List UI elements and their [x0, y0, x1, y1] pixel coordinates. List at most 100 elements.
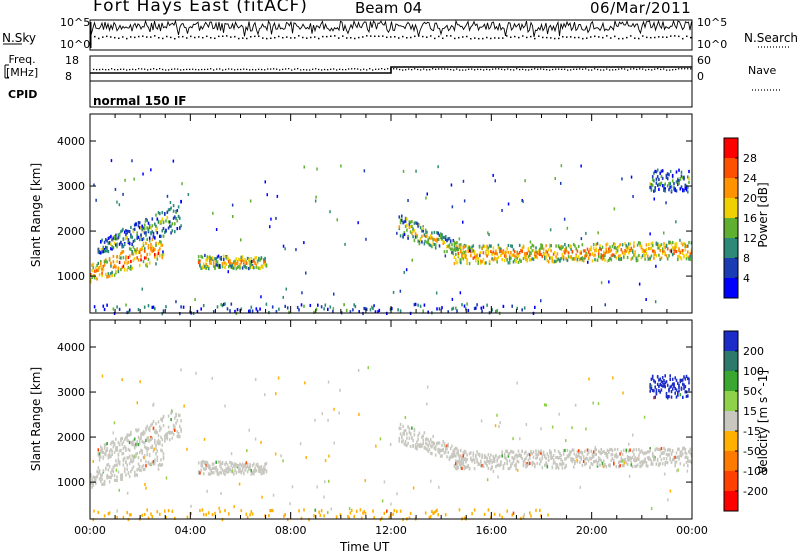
scatter-cell [675, 395, 678, 399]
cpid-panel [89, 80, 693, 108]
scatter-cell [635, 448, 638, 452]
scatter-cell [417, 222, 419, 226]
scatter-cell [145, 263, 147, 267]
scatter-cell [169, 438, 171, 442]
scatter-cell [106, 239, 108, 243]
scatter-cell [412, 229, 414, 233]
scatter-cell [682, 176, 684, 180]
nsearch-point [178, 36, 180, 38]
scatter-cell [517, 254, 520, 258]
scatter-cell [246, 462, 249, 466]
scatter-cell [601, 463, 604, 467]
scatter-cell [546, 465, 549, 469]
scatter-cell [540, 449, 542, 453]
scatter-cell [148, 236, 151, 240]
scatter-cell [597, 255, 600, 259]
scatter-cell [506, 449, 508, 453]
scatter-cell [120, 230, 122, 234]
nave-point [483, 69, 485, 71]
scatter-cell [416, 447, 418, 451]
scatter-cell [675, 170, 678, 174]
scatter-cell [103, 452, 106, 456]
outlier-cell [272, 493, 275, 497]
scatter-cell [241, 258, 244, 262]
nsearch-point [466, 35, 468, 38]
outlier-cell [492, 469, 495, 473]
scatter-cell [251, 260, 254, 264]
scatter-cell [680, 450, 683, 454]
scatter-cell [560, 245, 562, 249]
scatter-cell [532, 450, 535, 454]
scatter-cell [525, 456, 527, 460]
scatter-cell [165, 219, 167, 223]
nsearch-point [370, 35, 372, 37]
scatter-cell [201, 508, 204, 512]
scatter-cell [673, 182, 675, 186]
scatter-cell [147, 427, 150, 431]
scatter-cell [508, 261, 511, 265]
scatter-cell [458, 462, 461, 467]
station-title: Fort Hays East (fitACF) [93, 0, 308, 16]
scatter-cell [546, 463, 549, 467]
scatter-cell [238, 470, 240, 474]
scatter-cell [463, 250, 466, 255]
outlier-cell [415, 169, 417, 173]
scatter-cell [107, 462, 110, 467]
scatter-cell [107, 512, 110, 516]
nave-point [156, 68, 158, 71]
scatter-cell [132, 443, 135, 447]
scatter-cell [516, 459, 518, 463]
scatter-cell [671, 387, 674, 391]
scatter-cell [439, 235, 442, 240]
scatter-cell [155, 241, 157, 245]
scatter-cell [423, 446, 426, 450]
scatter-cell [236, 260, 239, 264]
scatter-cell [675, 378, 678, 382]
scatter-cell [269, 509, 271, 513]
scatter-cell [616, 247, 619, 251]
scatter-cell [240, 470, 243, 474]
scatter-cell [670, 395, 673, 399]
scatter-cell [123, 469, 126, 474]
scatter-cell [103, 514, 106, 518]
scatter-cell [506, 462, 508, 466]
nave-right-tick: 60 [697, 54, 711, 67]
scatter-cell [651, 376, 654, 380]
scatter-cell [650, 387, 653, 391]
scatter-cell [413, 433, 416, 437]
nsearch-point [218, 35, 220, 38]
scatter-cell [92, 475, 95, 479]
outlier-cell [554, 177, 556, 180]
outlier-cell [566, 226, 569, 230]
scatter-cell [473, 460, 476, 465]
scatter-cell [520, 248, 522, 253]
nave-point [342, 68, 344, 71]
scatter-cell [656, 458, 659, 462]
scatter-cell [92, 262, 95, 266]
scatter-cell [683, 375, 685, 379]
scatter-cell [665, 173, 668, 178]
scatter-cell [634, 459, 636, 463]
scatter-cell [589, 456, 591, 460]
outlier-cell [212, 211, 214, 215]
scatter-cell [521, 246, 523, 250]
scatter-cell [457, 466, 460, 470]
scatter-cell [202, 513, 205, 517]
nave-point [399, 68, 401, 71]
scatter-cell [487, 453, 490, 457]
scatter-cell [545, 456, 547, 460]
nave-point [210, 68, 212, 70]
outlier-cell [396, 492, 398, 496]
scatter-cell [215, 260, 217, 264]
scatter-cell [566, 448, 569, 452]
nsearch-point [550, 37, 552, 39]
scatter-cell [620, 248, 623, 252]
scatter-cell [230, 469, 233, 473]
scatter-cell [209, 255, 211, 259]
scatter-cell [456, 464, 458, 468]
scatter-cell [594, 452, 596, 456]
outlier-cell [392, 290, 395, 294]
scatter-cell [202, 460, 205, 464]
outlier-cell [488, 233, 490, 237]
outlier-cell [324, 459, 327, 463]
